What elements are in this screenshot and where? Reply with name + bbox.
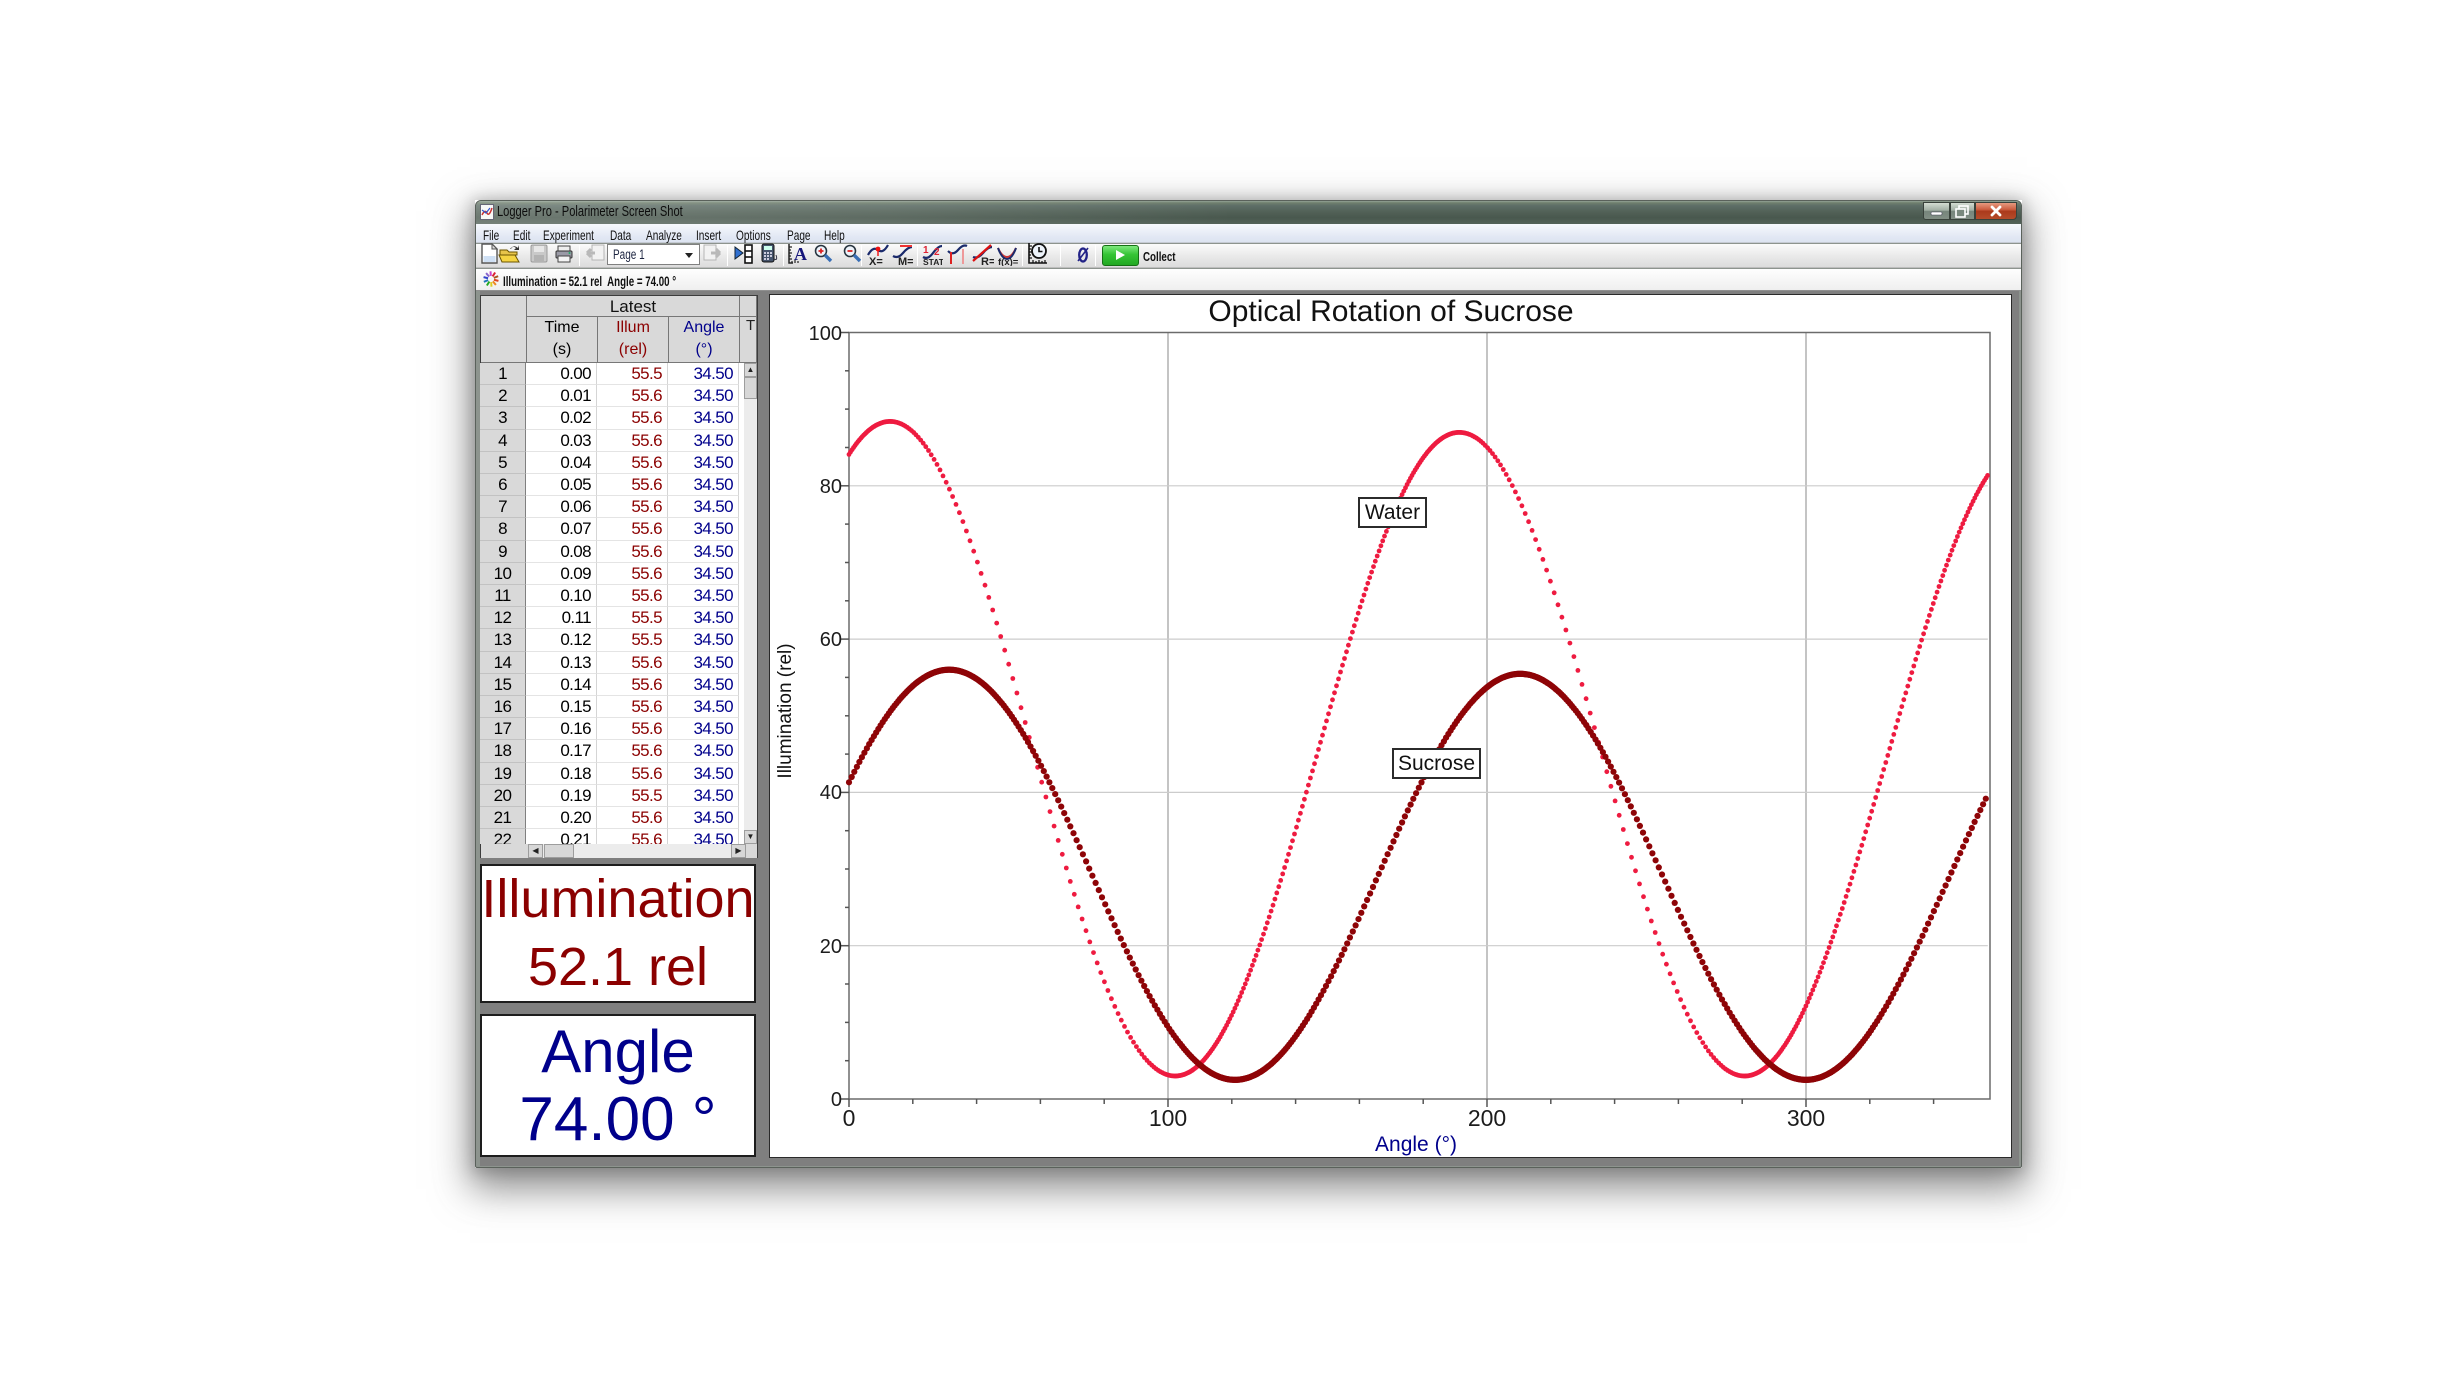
- svg-text:M=: M=: [898, 256, 913, 266]
- svg-text:1: 1: [923, 245, 929, 256]
- svg-text:X=: X=: [869, 256, 883, 266]
- svg-text:f(x)=: f(x)=: [998, 257, 1019, 266]
- svg-text:STAT: STAT: [923, 257, 943, 266]
- svg-text:R=: R=: [981, 256, 994, 266]
- svg-text:2: 2: [934, 247, 940, 258]
- svg-text:A: A: [794, 244, 807, 264]
